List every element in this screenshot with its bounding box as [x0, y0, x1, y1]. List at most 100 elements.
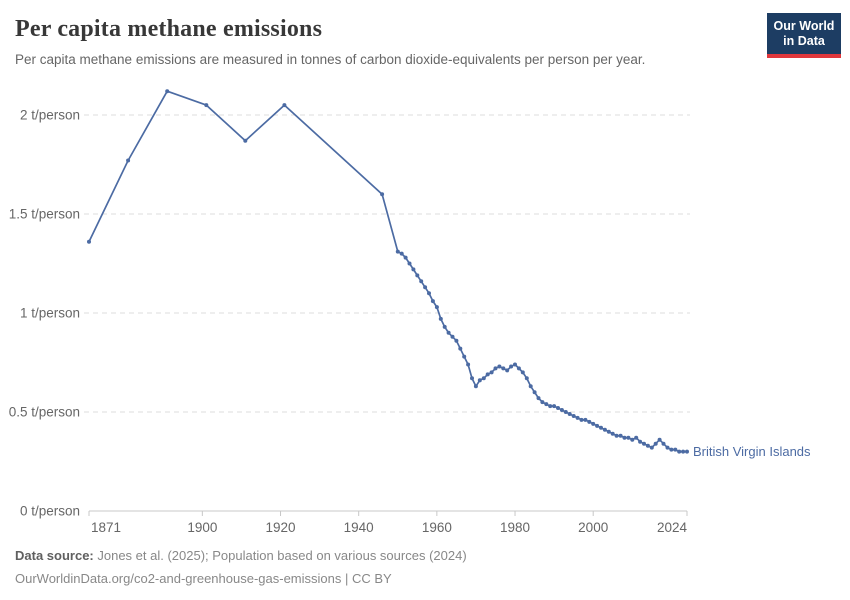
- data-point-marker: [493, 366, 498, 371]
- data-point-marker: [395, 249, 400, 254]
- y-tick-label: 0.5 t/person: [9, 405, 80, 420]
- data-point-marker: [380, 192, 385, 197]
- series-british-virgin-islands: British Virgin Islands: [87, 89, 811, 459]
- data-point-marker: [282, 103, 287, 108]
- data-point-marker: [434, 305, 439, 310]
- data-point-marker: [602, 427, 607, 432]
- data-point-marker: [442, 324, 447, 329]
- data-point-marker: [419, 279, 424, 284]
- data-point-marker: [462, 354, 467, 359]
- data-point-marker: [685, 449, 689, 454]
- data-point-marker: [567, 412, 572, 416]
- data-point-marker: [595, 423, 600, 428]
- gridlines: [84, 114, 690, 512]
- data-point-marker: [243, 138, 248, 143]
- x-tick-label: 1920: [265, 520, 295, 535]
- data-point-marker: [399, 251, 404, 256]
- x-tick-label: 1960: [422, 520, 452, 535]
- x-tick-label: 1940: [344, 520, 374, 535]
- x-tick-label: 2000: [578, 520, 608, 535]
- data-point-marker: [677, 449, 682, 454]
- data-point-marker: [87, 239, 91, 244]
- data-point-marker: [516, 366, 521, 371]
- data-point-marker: [411, 267, 416, 272]
- data-point-marker: [481, 376, 486, 381]
- data-point-marker: [501, 366, 506, 371]
- y-tick-label: 0 t/person: [20, 504, 80, 519]
- data-point-marker: [610, 431, 615, 436]
- x-tick-label: 1871: [91, 520, 121, 535]
- data-point-marker: [415, 273, 420, 278]
- data-point-marker: [583, 417, 588, 422]
- data-point-marker: [403, 255, 408, 260]
- data-point-marker: [454, 338, 459, 343]
- data-point-marker: [571, 414, 576, 418]
- data-point-marker: [544, 402, 549, 407]
- data-point-marker: [473, 384, 478, 389]
- chart-footer: Data source: Jones et al. (2025); Popula…: [15, 544, 467, 590]
- data-point-marker: [446, 330, 451, 335]
- canonical-url-link[interactable]: OurWorldinData.org/co2-and-greenhouse-ga…: [15, 571, 392, 586]
- chart-subtitle: Per capita methane emissions are measure…: [15, 52, 646, 67]
- x-tick-label: 2024: [657, 520, 688, 535]
- data-point-marker: [626, 435, 631, 440]
- data-point-marker: [630, 437, 635, 442]
- data-point-marker: [642, 441, 646, 446]
- owid-logo-line2: in Data: [783, 34, 825, 48]
- data-point-marker: [575, 415, 580, 420]
- y-tick-label: 1 t/person: [20, 306, 80, 321]
- data-point-marker: [681, 449, 686, 454]
- data-point-marker: [665, 445, 670, 450]
- data-point-marker: [645, 443, 650, 448]
- data-point-marker: [661, 441, 666, 446]
- data-point-marker: [618, 433, 623, 438]
- data-point-marker: [489, 370, 494, 375]
- series-line: [88, 90, 688, 453]
- data-point-marker: [587, 419, 592, 424]
- data-point-marker: [528, 384, 533, 389]
- data-point-marker: [427, 291, 431, 296]
- x-axis-ticks: 1871 1900 1920 1940 1960 1980 2000 2024: [88, 511, 688, 535]
- data-point-marker: [634, 435, 639, 440]
- data-point-marker: [657, 437, 662, 442]
- data-point-marker: [497, 364, 502, 369]
- data-point-marker: [438, 316, 443, 321]
- y-tick-label: 2 t/person: [20, 108, 80, 123]
- data-point-marker: [669, 447, 674, 452]
- data-point-marker: [563, 410, 568, 414]
- series-end-label[interactable]: British Virgin Islands: [693, 444, 811, 459]
- page-title: Per capita methane emissions: [15, 16, 323, 42]
- data-point-marker: [477, 378, 482, 383]
- data-point-marker: [653, 441, 658, 446]
- data-point-marker: [536, 396, 541, 401]
- data-point-marker: [638, 439, 643, 444]
- data-point-marker: [556, 406, 560, 410]
- data-point-marker: [579, 417, 584, 422]
- data-source-line: Data source: Jones et al. (2025); Popula…: [15, 544, 467, 567]
- data-point-marker: [606, 429, 611, 434]
- data-point-marker: [513, 362, 517, 367]
- data-point-marker: [430, 299, 435, 304]
- data-source-label: Data source:: [15, 548, 94, 563]
- data-point-marker: [165, 89, 170, 94]
- y-axis-labels: 0 t/person 0.5 t/person 1 t/person 1.5 t/pe…: [9, 108, 80, 519]
- owid-logo-line1: Our World: [773, 19, 835, 33]
- data-point-marker: [591, 421, 596, 426]
- data-source-text: Jones et al. (2025); Population based on…: [93, 548, 467, 563]
- data-point-marker: [599, 425, 603, 430]
- data-point-marker: [548, 404, 553, 409]
- data-point-marker: [540, 400, 545, 405]
- data-point-marker: [552, 404, 557, 409]
- x-tick-label: 1900: [187, 520, 217, 535]
- data-point-marker: [126, 158, 131, 163]
- data-point-marker: [524, 376, 529, 381]
- data-point-marker: [622, 435, 627, 440]
- owid-logo[interactable]: Our World in Data: [767, 13, 841, 58]
- data-point-marker: [423, 285, 428, 290]
- y-tick-label: 1.5 t/person: [9, 207, 80, 222]
- data-point-marker: [673, 447, 678, 452]
- line-chart-canvas[interactable]: 0 t/person 0.5 t/person 1 t/person 1.5 t/pe…: [0, 80, 850, 540]
- data-point-marker: [532, 390, 537, 395]
- data-point-marker: [614, 433, 619, 438]
